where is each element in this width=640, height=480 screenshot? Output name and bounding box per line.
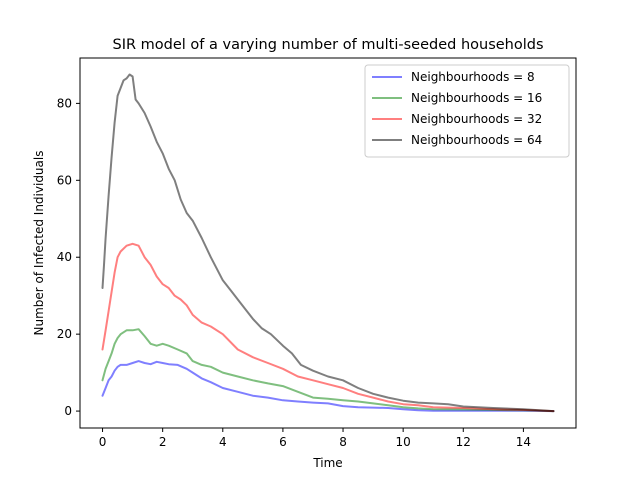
x-axis: 0 2 4 6 8 10 12 14 bbox=[99, 428, 531, 449]
x-tick-label: 14 bbox=[516, 435, 531, 449]
y-tick-label: 80 bbox=[57, 96, 72, 110]
legend-entry-1: Neighbourhoods = 8 bbox=[411, 70, 535, 84]
series-layer bbox=[101, 73, 555, 413]
y-axis: 0 20 40 60 80 bbox=[57, 96, 80, 418]
x-tick-label: 6 bbox=[279, 435, 287, 449]
y-tick-label: 60 bbox=[57, 173, 72, 187]
x-tick-label: 4 bbox=[219, 435, 227, 449]
series-line-3 bbox=[101, 242, 555, 413]
x-tick-label: 0 bbox=[99, 435, 107, 449]
series-line-1 bbox=[101, 360, 555, 413]
series-line-2 bbox=[101, 328, 555, 413]
chart-title: SIR model of a varying number of multi-s… bbox=[112, 37, 543, 53]
legend-entry-3: Neighbourhoods = 32 bbox=[411, 112, 542, 126]
legend-entry-4: Neighbourhoods = 64 bbox=[411, 133, 542, 147]
x-axis-label: Time bbox=[312, 456, 342, 470]
legend-box bbox=[364, 64, 570, 158]
x-tick-label: 10 bbox=[396, 435, 411, 449]
y-tick-label: 20 bbox=[57, 327, 72, 341]
y-axis-label: Number of Infected Individuals bbox=[32, 151, 46, 336]
y-tick-label: 40 bbox=[57, 250, 72, 264]
x-tick-label: 12 bbox=[456, 435, 471, 449]
y-tick-label: 0 bbox=[64, 404, 72, 418]
series-line-4 bbox=[101, 73, 555, 413]
x-tick-label: 2 bbox=[159, 435, 167, 449]
legend: Neighbourhoods = 8 Neighbourhoods = 16 Nei… bbox=[364, 64, 570, 158]
plot-frame bbox=[79, 57, 577, 429]
x-tick-label: 8 bbox=[339, 435, 347, 449]
legend-entry-2: Neighbourhoods = 16 bbox=[411, 91, 542, 105]
